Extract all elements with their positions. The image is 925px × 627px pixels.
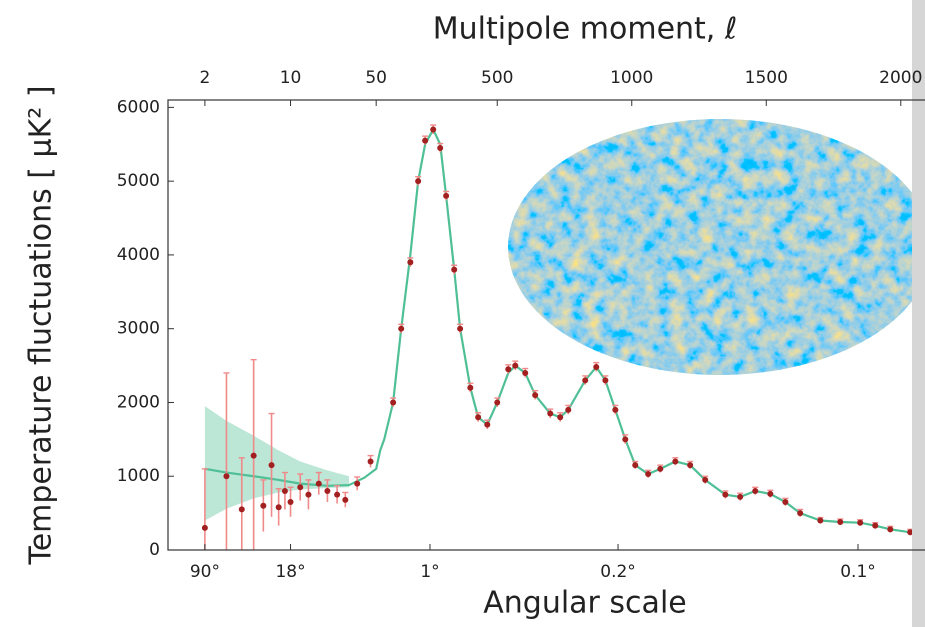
- data-point: [657, 466, 663, 472]
- data-point: [484, 422, 490, 428]
- data-point: [767, 491, 773, 497]
- data-point: [407, 259, 413, 265]
- data-point: [817, 517, 823, 523]
- data-point: [269, 462, 275, 468]
- data-point: [297, 484, 303, 490]
- y-tick-label: 1000: [117, 466, 160, 486]
- sky-map: [508, 119, 925, 375]
- data-point: [837, 519, 843, 525]
- x2-tick-label: 1500: [745, 68, 788, 88]
- data-point: [872, 523, 878, 529]
- x2-tick-label: 2: [199, 68, 210, 88]
- y-tick-label: 2000: [117, 392, 160, 412]
- data-point: [467, 385, 473, 391]
- data-point: [622, 436, 628, 442]
- data-point: [276, 504, 282, 510]
- data-point: [494, 399, 500, 405]
- x2-tick-label: 2000: [879, 68, 922, 88]
- y-tick-label: 5000: [117, 171, 160, 191]
- data-point: [288, 499, 294, 505]
- data-point: [443, 193, 449, 199]
- x2-tick-label: 10: [280, 68, 302, 88]
- data-point: [422, 138, 428, 144]
- data-point: [782, 499, 788, 505]
- x2-tick-label: 50: [365, 68, 387, 88]
- data-point: [593, 364, 599, 370]
- x-axis-title: Angular scale: [483, 586, 686, 621]
- y-tick-label: 6000: [117, 97, 160, 117]
- data-point: [342, 497, 348, 503]
- data-point: [368, 458, 374, 464]
- edge-strip: [912, 0, 925, 627]
- data-point: [437, 145, 443, 151]
- x-tick-label: 18°: [275, 562, 305, 582]
- data-point: [324, 488, 330, 494]
- data-point: [202, 525, 208, 531]
- data-point: [752, 488, 758, 494]
- x2-tick-label: 500: [481, 68, 513, 88]
- data-point: [282, 488, 288, 494]
- chart: Multipole moment, ℓ Angular scale Temper…: [0, 0, 925, 627]
- data-point: [722, 492, 728, 498]
- x2-axis-title: Multipole moment, ℓ: [433, 12, 738, 47]
- data-point: [334, 492, 340, 498]
- data-point: [702, 477, 708, 483]
- data-point: [457, 326, 463, 332]
- data-point: [602, 377, 608, 383]
- x2-tick-label: 1000: [610, 68, 653, 88]
- x-tick-label: 0.2°: [600, 562, 636, 582]
- data-point: [532, 392, 538, 398]
- x-tick-label: 0.1°: [840, 562, 876, 582]
- data-point: [557, 414, 563, 420]
- data-point: [547, 411, 553, 417]
- data-point: [451, 267, 457, 273]
- data-point: [305, 492, 311, 498]
- data-point: [612, 407, 618, 413]
- data-point: [398, 326, 404, 332]
- y-tick-label: 3000: [117, 319, 160, 339]
- data-point: [390, 399, 396, 405]
- data-point: [239, 506, 245, 512]
- data-point: [505, 366, 511, 372]
- data-point: [672, 458, 678, 464]
- y-tick-label: 0: [149, 540, 160, 560]
- y-axis-title: Temperature fluctuations [ μK² ]: [24, 85, 59, 565]
- data-point: [737, 494, 743, 500]
- data-point: [260, 503, 266, 509]
- data-point: [354, 481, 360, 487]
- data-point: [251, 453, 257, 459]
- data-point: [687, 462, 693, 468]
- data-point: [797, 510, 803, 516]
- x-tick-label: 90°: [190, 562, 220, 582]
- data-point: [887, 526, 893, 532]
- data-point: [522, 370, 528, 376]
- data-point: [223, 473, 229, 479]
- data-point: [857, 520, 863, 526]
- data-point: [645, 471, 651, 477]
- data-point: [512, 363, 518, 369]
- data-point: [632, 462, 638, 468]
- data-point: [582, 377, 588, 383]
- y-tick-label: 4000: [117, 245, 160, 265]
- data-point: [565, 407, 571, 413]
- data-point: [430, 127, 436, 133]
- data-point: [475, 414, 481, 420]
- data-point: [415, 178, 421, 184]
- x-tick-label: 1°: [420, 562, 439, 582]
- data-point: [316, 481, 322, 487]
